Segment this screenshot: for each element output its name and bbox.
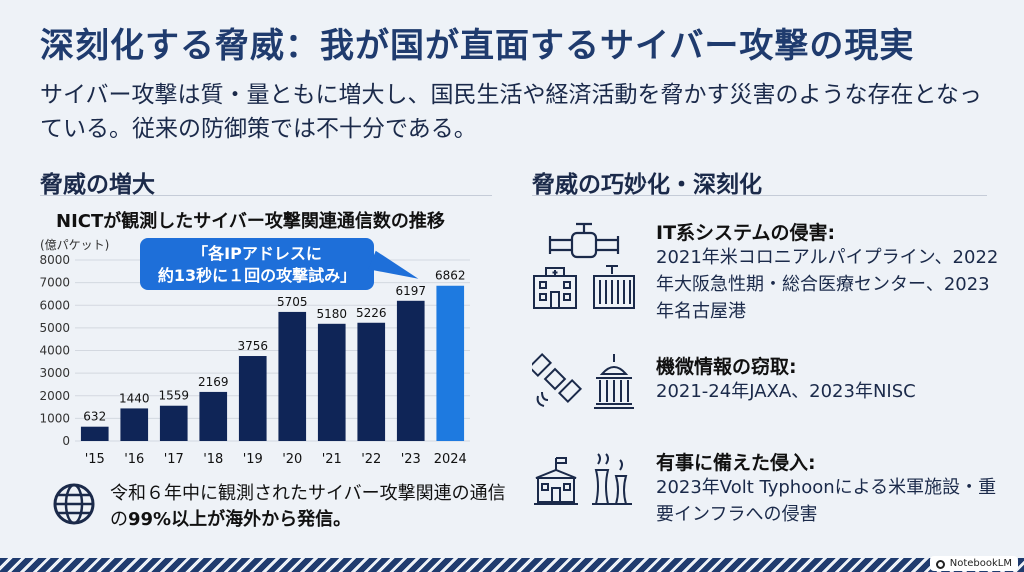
y-tick-label: 0 — [62, 434, 70, 448]
x-tick-label: '18 — [203, 452, 223, 467]
item-2-text: 2021-24年JAXA、2023年NISC — [656, 381, 916, 402]
item-2-icons — [532, 352, 634, 409]
x-tick-label: '19 — [243, 452, 263, 467]
bar — [278, 311, 307, 441]
bar — [357, 322, 386, 441]
item-1-text: 2021年米コロニアルパイプライン、2022年大阪急性期・総合医療センター、20… — [656, 247, 999, 322]
section-divider — [532, 195, 987, 196]
bar-value-label: 6197 — [395, 284, 426, 298]
bar-value-label: 5180 — [316, 307, 347, 321]
pipeline-icon — [548, 222, 620, 259]
y-tick-label: 6000 — [39, 298, 70, 312]
bar-value-label: 632 — [83, 410, 106, 424]
section-divider — [40, 195, 492, 196]
x-tick-label: '22 — [361, 452, 381, 467]
x-tick-label: '16 — [124, 452, 144, 467]
power-plant-icon — [592, 453, 632, 505]
section-heading-sophistication: 脅威の巧妙化・深刻化 — [532, 172, 762, 198]
y-axis-unit: (億パケット) — [40, 238, 110, 252]
overseas-note: 令和６年中に観測されたサイバー攻撃関連の通信の99%以上が海外から発信。 — [110, 481, 510, 533]
bar-value-label: 3756 — [237, 339, 268, 353]
container-icon — [593, 265, 635, 309]
y-tick-label: 3000 — [39, 366, 70, 380]
x-tick-label: '17 — [164, 452, 184, 467]
callout-box: 「各IPアドレスに 約13秒に１回の攻撃試み」 — [140, 238, 374, 290]
globe-icon — [53, 483, 95, 525]
item-1-title: IT系システムの侵害: — [656, 222, 836, 244]
item-3-icons — [534, 453, 632, 505]
government-building-icon — [594, 354, 634, 409]
section-heading-threat-growth: 脅威の増大 — [40, 172, 155, 198]
brand-badge: NotebookLM — [929, 556, 1018, 571]
bar-value-label: 5705 — [277, 295, 308, 309]
bar-value-label: 5226 — [356, 306, 387, 320]
bar — [159, 405, 188, 441]
bar — [199, 391, 228, 441]
satellite-icon — [532, 352, 583, 407]
bar — [238, 356, 267, 441]
callout-line-2: 約13秒に１回の攻撃試み」 — [157, 266, 357, 285]
note-text: 令和６年中に観測されたサイバー攻撃関連の通信の — [110, 483, 506, 530]
item-3-text: 2023年Volt Typhoonによる米軍施設・重要インフラへの侵害 — [656, 477, 997, 525]
y-tick-label: 5000 — [39, 321, 70, 335]
page-title: 深刻化する脅威：我が国が直面するサイバー攻撃の現実 — [40, 26, 915, 66]
brand-logo-icon — [935, 560, 945, 569]
x-tick-label: '20 — [282, 452, 302, 467]
y-tick-label: 4000 — [39, 344, 70, 358]
brand-label: NotebookLM — [949, 558, 1012, 569]
footer-stripe — [0, 558, 1024, 572]
note-highlight: 99%以上が海外から発信。 — [128, 509, 352, 530]
item-2-title: 機微情報の窃取: — [656, 356, 797, 378]
bar-chart: 0 1000 2000 3000 4000 5000 6000 7000 8000 632 '15 1… — [39, 253, 470, 467]
chart-title: NICTが観測したサイバー攻撃関連通信数の推移 — [56, 211, 445, 232]
x-tick-label: '21 — [322, 452, 342, 467]
bar — [396, 300, 425, 441]
bar — [436, 285, 465, 441]
item-1-icons — [533, 222, 635, 309]
bar-value-label: 1440 — [119, 391, 150, 405]
bar-value-label: 1559 — [158, 389, 189, 403]
item-3-title: 有事に備えた侵入: — [656, 452, 816, 474]
bar — [120, 408, 149, 441]
x-tick-label: '15 — [85, 452, 105, 467]
y-tick-label: 7000 — [39, 276, 70, 290]
bar — [80, 426, 109, 441]
hospital-icon — [533, 267, 577, 309]
bar-value-label: 2169 — [198, 375, 229, 389]
callout-line-1: 「各IPアドレスに — [192, 244, 322, 263]
page-subtitle: サイバー攻撃は質・量ともに増大し、国民生活や経済活動を脅かす災害のような存在とな… — [40, 82, 982, 142]
x-tick-label: '23 — [401, 452, 421, 467]
x-tick-label: 2024 — [434, 452, 467, 467]
y-tick-label: 2000 — [39, 389, 70, 403]
bar — [317, 323, 346, 441]
bar-value-label: 6862 — [435, 269, 466, 283]
y-tick-label: 1000 — [39, 411, 70, 425]
y-tick-label: 8000 — [39, 253, 70, 267]
military-base-icon — [534, 457, 578, 505]
